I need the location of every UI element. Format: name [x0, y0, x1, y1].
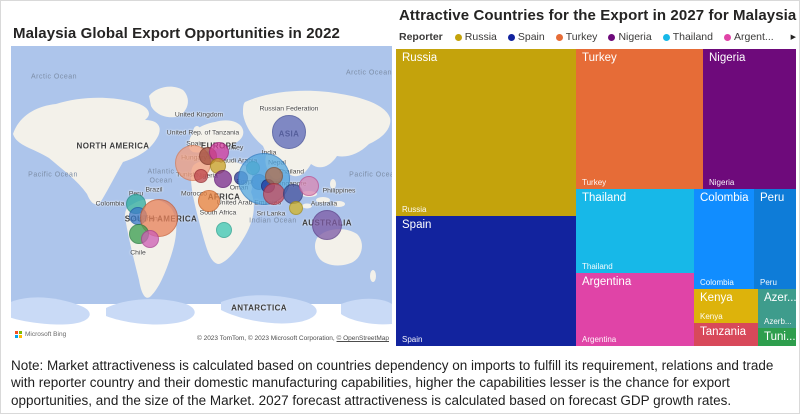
legend-label: Nigeria: [618, 31, 652, 43]
tile-sublabel: Nigeria: [709, 178, 735, 187]
map-attribution: © 2023 TomTom, © 2023 Microsoft Corporat…: [197, 335, 389, 342]
legend-dot-icon: [454, 33, 462, 41]
legend-dot-icon: [723, 33, 731, 41]
legend-label: Russia: [464, 31, 497, 43]
legend-item-thailand[interactable]: Thailand: [662, 31, 713, 43]
treemap-tile-azerbaijan[interactable]: Azer... Azerb...: [758, 289, 796, 328]
tile-sublabel: Colombia: [700, 278, 734, 287]
treemap-chart: Russia Russia Spain Spain Turkey Turkey Nigeri…: [396, 49, 796, 346]
map-bubble-russian-federation[interactable]: [272, 115, 306, 149]
tile-label: Azer...: [764, 292, 796, 304]
map-bubble-south-africa[interactable]: [216, 222, 232, 238]
tile-sublabel: Azerb...: [764, 317, 792, 326]
note-text: Note: Market attractiveness is calculate…: [11, 358, 774, 408]
treemap-tile-nigeria[interactable]: Nigeria Nigeria: [703, 49, 796, 189]
legend-title: Reporter: [399, 31, 443, 43]
tile-sublabel: Spain: [402, 335, 423, 344]
map-bubble-chile[interactable]: [141, 230, 159, 248]
attribution-text: © 2023 TomTom, © 2023 Microsoft Corporat…: [196, 335, 337, 342]
tile-label: Peru: [760, 192, 785, 204]
treemap-tile-thailand[interactable]: Thailand Thailand: [576, 189, 694, 273]
treemap-tile-colombia[interactable]: Colombia Colombia: [694, 189, 754, 289]
legend-item-turkey[interactable]: Turkey: [555, 31, 598, 43]
legend-label: Turkey: [565, 31, 598, 43]
treemap-tile-kenya[interactable]: Kenya Kenya: [694, 289, 758, 323]
tile-label: Kenya: [700, 292, 733, 304]
tile-label: Colombia: [700, 192, 749, 204]
world-map[interactable]: Arctic Ocean Arctic Ocean Pacific Ocean Pac…: [11, 46, 392, 346]
map-bubble-nigeria[interactable]: [214, 170, 232, 188]
legend-item-russia[interactable]: Russia: [454, 31, 497, 43]
map-bubble-tanzania[interactable]: [194, 169, 208, 183]
treemap-legend: Reporter Russia Spain Turkey Nigeria Thailan…: [399, 29, 796, 45]
tile-sublabel: Russia: [402, 205, 427, 214]
legend-dot-icon: [608, 33, 616, 41]
treemap-tile-turkey[interactable]: Turkey Turkey: [576, 49, 703, 189]
treemap-tile-spain[interactable]: Spain Spain: [396, 216, 576, 346]
tile-label: Russia: [402, 52, 438, 64]
treemap-visual-title: Attractive Countries for the Export in 2…: [399, 7, 797, 24]
tile-sublabel: Argentina: [582, 335, 617, 344]
tile-label: Thailand: [582, 192, 627, 204]
map-bubble-australia[interactable]: [312, 210, 342, 240]
map-visual-title: Malaysia Global Export Opportunities in …: [13, 25, 340, 42]
legend-label: Argent...: [733, 31, 774, 43]
map-bubble-singapore[interactable]: [263, 183, 285, 205]
openstreetmap-link[interactable]: © OpenStreetMap: [336, 335, 389, 342]
treemap-tile-peru[interactable]: Peru Peru: [754, 189, 796, 289]
legend-dot-icon: [662, 33, 670, 41]
tile-sublabel: Kenya: [700, 312, 723, 321]
treemap-tile-tunisia[interactable]: Tuni...: [758, 328, 796, 346]
tile-label: Tanzania: [700, 326, 747, 338]
legend-item-spain[interactable]: Spain: [507, 31, 545, 43]
tile-label: Turkey: [582, 52, 617, 64]
treemap-tile-russia[interactable]: Russia Russia: [396, 49, 576, 216]
tile-label: Tuni...: [764, 331, 796, 343]
tile-label: Spain: [402, 219, 432, 231]
tile-label: Nigeria: [709, 52, 746, 64]
map-bubble-philippines[interactable]: [299, 176, 319, 196]
legend-dot-icon: [555, 33, 563, 41]
tile-sublabel: Thailand: [582, 262, 613, 271]
legend-items: Russia Spain Turkey Nigeria Thailand Argent..…: [454, 31, 780, 43]
map-bubble-brunei[interactable]: [289, 201, 303, 215]
map-bubble-morocco[interactable]: [198, 190, 220, 212]
tile-sublabel: Turkey: [582, 178, 607, 187]
legend-label: Thailand: [672, 31, 713, 43]
treemap-tile-tanzania[interactable]: Tanzania: [694, 323, 758, 346]
legend-item-argent[interactable]: Argent...: [723, 31, 774, 43]
treemap-tile-argentina[interactable]: Argentina Argentina: [576, 273, 694, 346]
tile-label: Argentina: [582, 276, 632, 288]
tile-sublabel: Peru: [760, 278, 777, 287]
legend-dot-icon: [507, 33, 515, 41]
legend-item-nigeria[interactable]: Nigeria: [608, 31, 652, 43]
legend-scroll-right-icon[interactable]: ▶: [790, 34, 796, 41]
legend-label: Spain: [517, 31, 545, 43]
